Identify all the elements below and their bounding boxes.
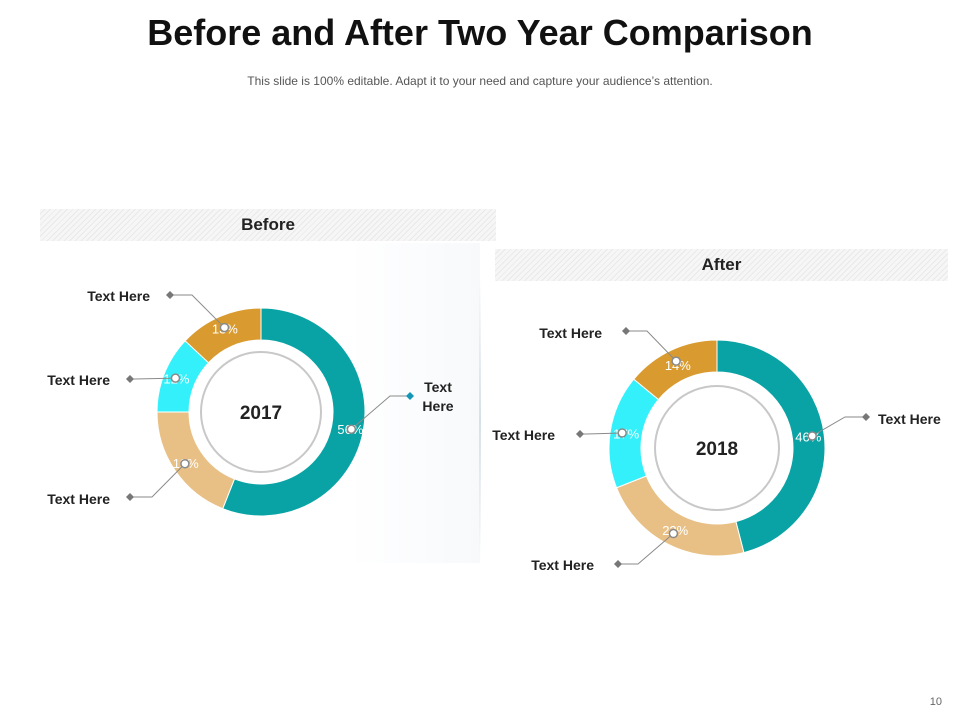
slide-subtitle: This slide is 100% editable. Adapt it to… (247, 74, 713, 88)
callout-dot-0-1 (180, 458, 190, 469)
callout-diamond-0-3 (166, 291, 174, 299)
callout-diamond-0-1 (126, 493, 134, 501)
callout-dot-0-0 (346, 424, 357, 434)
callout-diamond-1-3 (622, 327, 630, 335)
callout-label-0-3: Text Here (87, 288, 150, 304)
callout-line-0-1 (130, 463, 186, 498)
callout-dot-1-1 (668, 528, 679, 539)
donut-slice-1-0 (716, 339, 826, 554)
before-panel-header: Before (40, 209, 496, 241)
callout-dot-1-2 (617, 428, 627, 438)
after-panel-header: After (495, 249, 948, 281)
donut-center-label-0: 2017 (240, 403, 282, 424)
callout-label-1-1: Text Here (531, 557, 594, 573)
callout-dot-0-3 (219, 322, 230, 333)
callout-line-1-0 (811, 416, 866, 437)
callout-line-1-3 (626, 330, 677, 362)
callout-line-0-0 (351, 395, 410, 430)
donut-inner-ring-0 (200, 351, 322, 473)
donut-inner-ring-1 (654, 385, 780, 511)
donut-center-label-1: 2018 (696, 439, 738, 460)
callout-line-1-1 (618, 533, 674, 565)
callout-line-0-3 (170, 294, 225, 328)
callout-diamond-1-2 (576, 430, 584, 438)
callout-diamond-1-1 (614, 560, 622, 568)
donut-slice-0-3 (184, 307, 262, 364)
donut-slice-0-0 (222, 307, 366, 517)
callout-dot-1-0 (807, 431, 817, 441)
callout-diamond-1-0 (862, 413, 870, 421)
callout-label-0-2: Text Here (47, 372, 110, 388)
callout-label-1-0: Text Here (878, 411, 941, 427)
callout-label-1-2: Text Here (492, 427, 555, 443)
callout-dot-0-2 (170, 373, 181, 383)
slide-title: Before and After Two Year Comparison (147, 12, 813, 53)
callout-label-0-1: Text Here (47, 491, 110, 507)
callout-diamond-0-0 (406, 392, 414, 400)
callout-label-0-0: Text Here (422, 379, 453, 414)
page-number: 10 (929, 696, 942, 708)
callout-diamond-0-2 (126, 375, 134, 383)
panel-divider (479, 278, 481, 560)
callout-label-1-3: Text Here (539, 325, 602, 341)
callout-dot-1-3 (671, 356, 681, 366)
donut-slice-1-3 (633, 339, 718, 401)
